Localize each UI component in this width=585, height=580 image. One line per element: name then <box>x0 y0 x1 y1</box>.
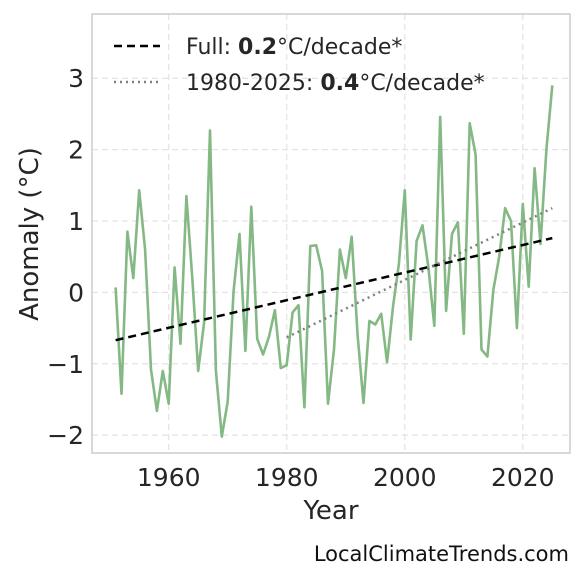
y-tick-label: 1 <box>68 207 84 236</box>
legend-1980-entry: 1980-2025: 0.4°C/decade* <box>186 71 485 96</box>
legend-1980-suffix: °C/decade* <box>359 71 484 96</box>
tick-labels: 1960 1980 2000 2020 −2 −1 0 1 2 3 <box>47 64 554 492</box>
y-tick-label: −1 <box>47 350 84 379</box>
legend-full-suffix: °C/decade* <box>277 35 402 60</box>
y-tick-label: −2 <box>47 421 84 450</box>
x-axis-label: Year <box>302 496 358 526</box>
legend-1980-value: 0.4 <box>320 71 359 96</box>
x-tick-label: 1960 <box>137 463 201 492</box>
x-tick-label: 2000 <box>373 463 437 492</box>
anomaly-line <box>114 85 554 438</box>
y-tick-label: 3 <box>68 64 84 93</box>
legend-full-value: 0.2 <box>238 35 277 60</box>
series-group <box>114 85 554 438</box>
trend-1980-2025-line <box>286 207 553 339</box>
y-tick-label: 0 <box>68 278 84 307</box>
source-credit: LocalClimateTrends.com <box>314 542 569 566</box>
legend-full-prefix: Full: <box>186 35 238 60</box>
legend: Full: 0.2°C/decade* 1980-2025: 0.4°C/dec… <box>114 35 485 96</box>
legend-full-entry: Full: 0.2°C/decade* <box>186 35 402 60</box>
y-axis-label: Anomaly (°C) <box>15 147 45 321</box>
y-tick-label: 2 <box>68 136 84 165</box>
x-tick-label: 2020 <box>491 463 555 492</box>
plot-frame <box>91 13 571 454</box>
full-trend-line <box>115 236 553 342</box>
legend-1980-prefix: 1980-2025: <box>186 71 320 96</box>
x-tick-label: 1980 <box>255 463 319 492</box>
